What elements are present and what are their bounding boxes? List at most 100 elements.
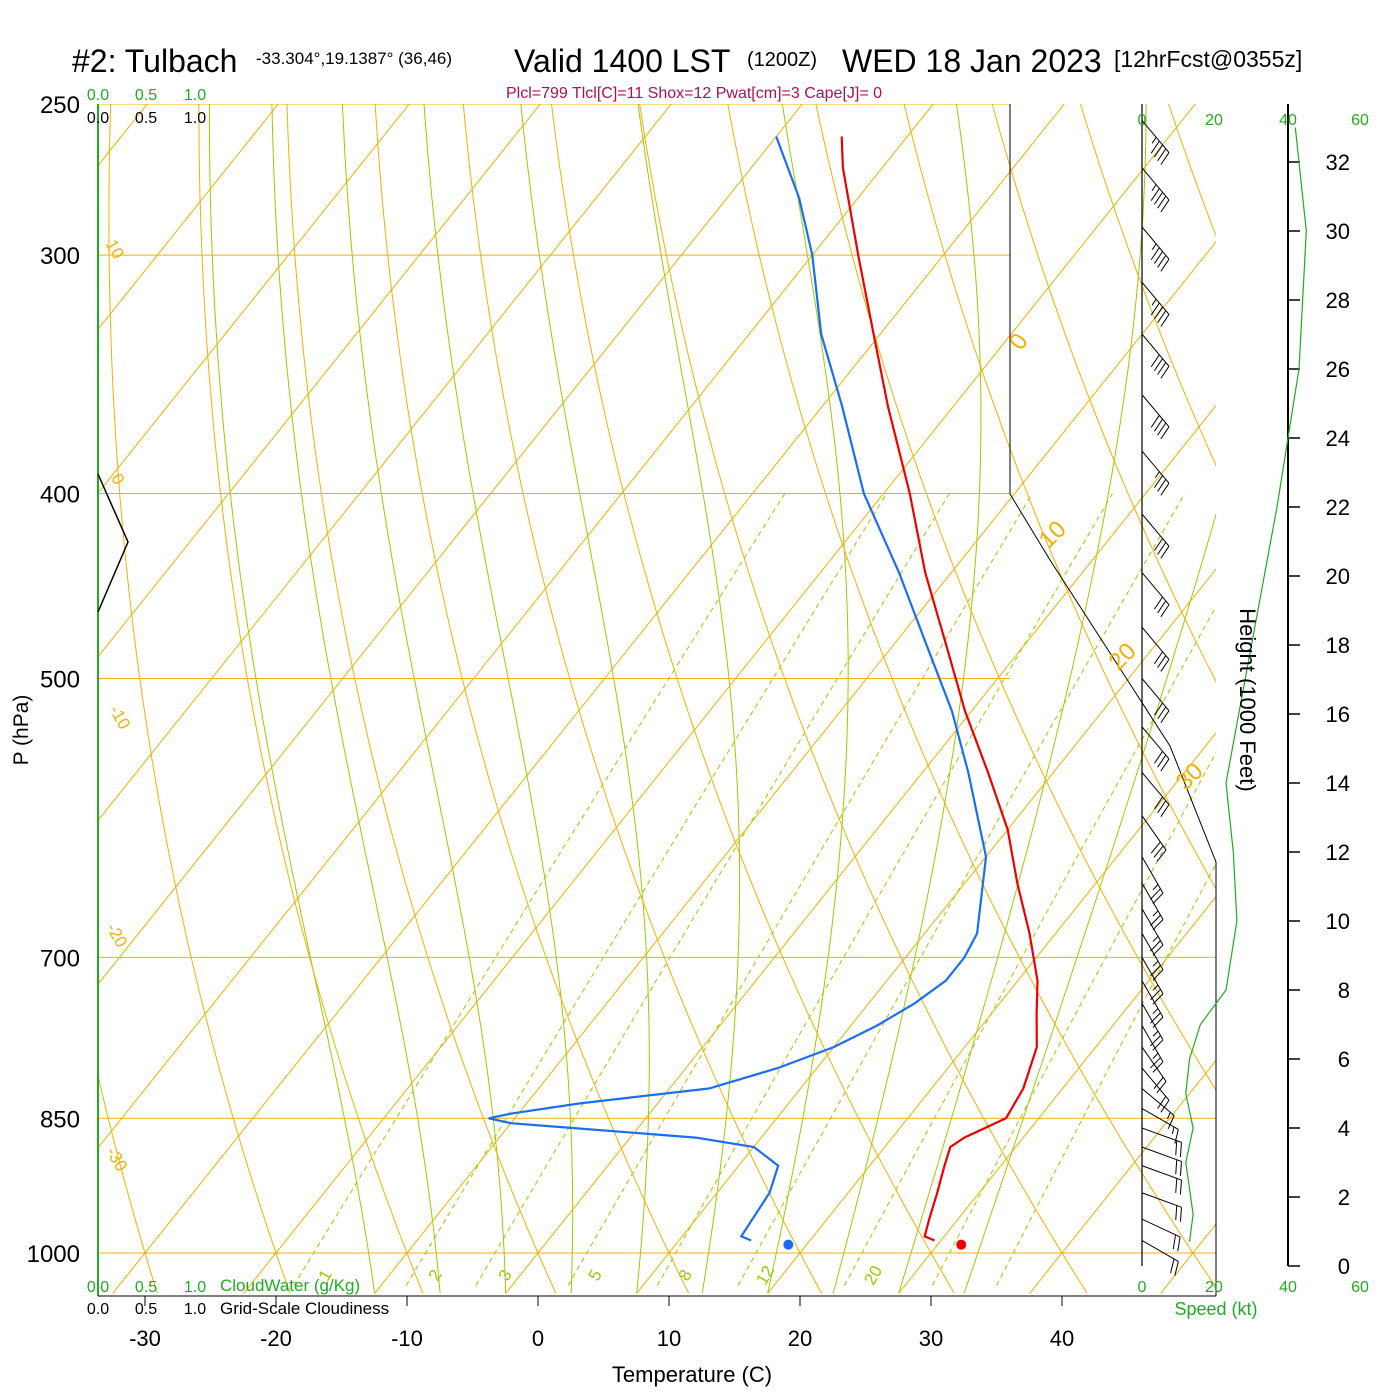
wind-barb-flag: [1150, 989, 1161, 1001]
temperature-tick-label: -30: [129, 1326, 161, 1351]
dry-adiabat-line: [815, 104, 1216, 1092]
wind-barb-flag: [1160, 804, 1170, 817]
dry-adiabat-line: [286, 104, 557, 1294]
speed-tick-top: 20: [1205, 112, 1223, 129]
pressure-tick-label: 850: [40, 1106, 80, 1133]
dry-adiabat-line: [108, 104, 291, 1294]
wind-barb-flag: [1172, 1234, 1177, 1250]
moist-adiabat-line: [832, 104, 982, 1294]
wind-barb-flag: [1150, 940, 1161, 952]
wind-barb-flag: [1154, 251, 1163, 264]
wind-barb-flag: [1152, 935, 1159, 942]
dry-adiabat-line: [1079, 104, 1216, 467]
wind-barb-flag: [1152, 993, 1164, 1005]
height-tick-label: 8: [1338, 978, 1350, 1003]
wind-barb-flag: [1157, 479, 1167, 492]
isotherm-line: [98, 104, 803, 985]
wind-barb-flag: [1160, 604, 1170, 618]
wind-barb-flag: [1150, 914, 1161, 926]
moist-adiabat-line: [637, 104, 741, 1294]
wind-barb-flag: [1157, 362, 1167, 375]
isotherm-line: [505, 404, 1216, 1294]
wind-barb-staff: [1141, 957, 1164, 995]
cloudwater-tick-bottom: 0.0: [87, 1279, 109, 1296]
wind-barb-staff: [1141, 1127, 1182, 1143]
wind-barb-flag: [1150, 841, 1161, 854]
wind-barb: [1141, 1218, 1181, 1252]
wind-barb-staff: [1141, 882, 1164, 920]
dry-adiabat-line: [98, 1073, 158, 1294]
wind-barb: [1141, 1192, 1182, 1222]
cloudiness-tick-bottom: 0.0: [87, 1301, 109, 1318]
mixing-ratio-line: [567, 493, 1033, 1286]
dry-adiabat-line: [639, 104, 1088, 1294]
wind-barb-flag: [1160, 258, 1170, 272]
wind-barb-flag: [1160, 1099, 1170, 1113]
pressure-tick-label: 700: [40, 945, 80, 972]
mixing-ratio-line: [737, 493, 1186, 1286]
height-tick-label: 30: [1326, 219, 1350, 244]
wind-barb-flag: [1150, 415, 1160, 428]
isotherm-line: [767, 732, 1216, 1294]
wind-barb-flag: [1150, 1057, 1161, 1069]
wind-barb-flag: [1179, 1180, 1182, 1195]
wind-barb-flag: [1153, 1077, 1164, 1089]
stability-indices: Plcl=799 Tlcl[C]=11 Shox=12 Pwat[cm]=3 C…: [506, 85, 882, 102]
mixing-ratio-line: [844, 605, 1216, 1286]
wind-barb-flag: [1150, 1012, 1161, 1024]
wind-barb-flag: [1174, 1261, 1179, 1276]
cloudwater-tick-bottom: 1.0: [184, 1279, 206, 1296]
wind-barb-flag: [1152, 910, 1159, 917]
wind-barb-flag: [1154, 306, 1163, 320]
wind-barb-flag: [1157, 655, 1167, 668]
wind-barb: [1141, 1067, 1170, 1113]
wind-barb-flag: [1171, 1126, 1175, 1135]
wind-barb-staff: [1141, 678, 1170, 711]
wind-barb-flag: [1152, 969, 1164, 981]
valid-date: WED 18 Jan 2023: [842, 43, 1102, 79]
wind-barb: [1141, 1046, 1167, 1094]
wind-barb-staff: [1141, 1108, 1179, 1130]
wind-barb-flag: [1170, 1258, 1175, 1274]
surface-dewpoint-dot: [783, 1239, 794, 1250]
isotherm-line: [98, 104, 279, 331]
isotherm-line: [98, 104, 672, 822]
wind-barb-flag: [1154, 418, 1163, 432]
dry-adiabat-label: 0: [107, 470, 128, 488]
wind-barb-staff: [1141, 1192, 1182, 1208]
wind-barb-flag: [1152, 960, 1159, 967]
wind-barb: [1141, 120, 1170, 165]
speed-tick-bottom: 40: [1279, 1279, 1297, 1296]
dry-adiabats: [98, 104, 1216, 1294]
wind-barb-flag: [1175, 1140, 1178, 1156]
wind-barb-flag: [1167, 1115, 1175, 1130]
wind-barb-flag: [1157, 148, 1167, 162]
wind-barb: [1141, 957, 1164, 1005]
wind-barb-flag: [1175, 1205, 1178, 1221]
wind-barb-flag: [1157, 1096, 1167, 1109]
cloudiness-tick-top: 1.0: [184, 110, 206, 127]
wind-barb-flag: [1157, 706, 1167, 720]
wind-speed-line: [1185, 127, 1307, 1242]
wind-barb-staff: [1141, 226, 1170, 260]
height-tick-label: 10: [1326, 909, 1350, 934]
isotherm-line: [1160, 1223, 1216, 1294]
wind-barb: [1141, 450, 1170, 496]
isotherm-line: [98, 104, 148, 167]
wind-barb-staff: [1141, 815, 1167, 851]
mixing-ratio-line: [996, 862, 1216, 1286]
pressure-tick-label: 300: [40, 243, 80, 270]
wind-barb-flag: [1153, 845, 1164, 858]
isotherm-line: [1029, 1059, 1216, 1294]
wind-barb-flag: [1154, 702, 1163, 716]
wind-barb: [1141, 513, 1170, 559]
dry-adiabat-label: 10: [1034, 516, 1072, 554]
wind-barb-flag: [1157, 754, 1167, 768]
pressure-tick-label: 1000: [27, 1241, 80, 1268]
pressure-tick-label: 500: [40, 667, 80, 694]
cloudiness-label: Grid-Scale Cloudiness: [220, 1299, 389, 1318]
wind-barb-flag: [1179, 1142, 1182, 1157]
moist-adiabat-line: [520, 104, 650, 1294]
wind-barb-staff: [1141, 980, 1164, 1018]
wind-barb-flag: [1151, 243, 1157, 251]
